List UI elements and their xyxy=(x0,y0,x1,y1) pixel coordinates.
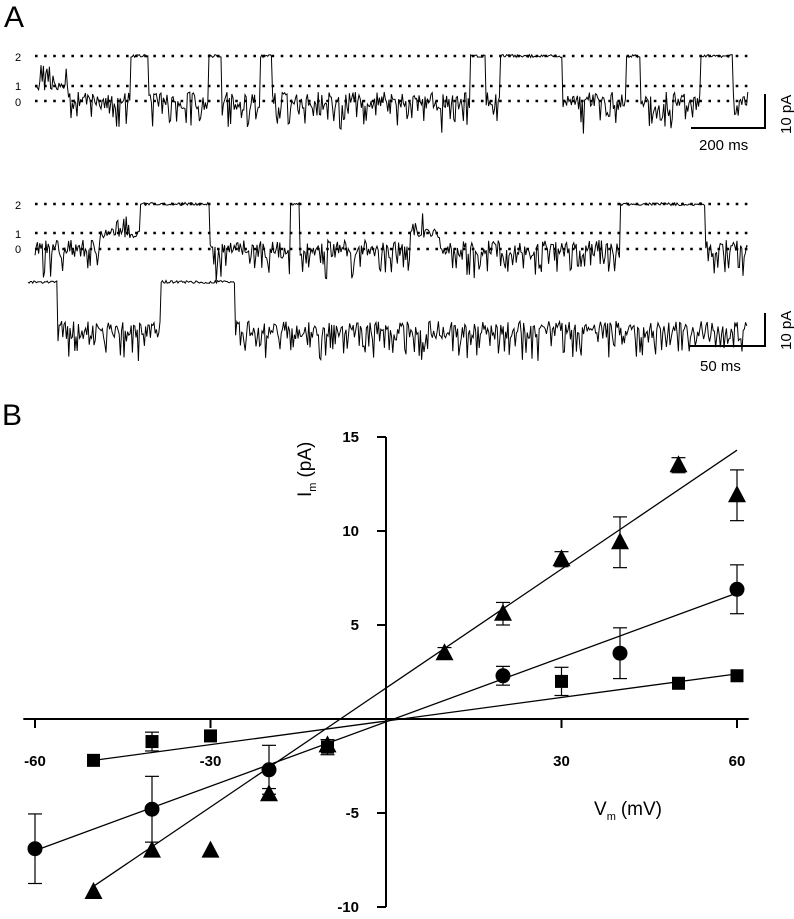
level-label-0-mid: 0 xyxy=(15,244,21,256)
x-tick-label: -30 xyxy=(200,753,222,770)
level-label-0-top: 0 xyxy=(15,97,21,109)
level-label-2-mid: 2 xyxy=(15,200,21,212)
circle-point xyxy=(144,801,160,817)
square-fit-line xyxy=(93,673,738,762)
y-axis-title-sub: m xyxy=(307,483,319,492)
circle-point xyxy=(729,581,745,597)
y-tick-label: -10 xyxy=(337,899,359,916)
trace-path xyxy=(27,279,748,362)
y-tick-label: 15 xyxy=(342,429,359,446)
y-axis-title: Im (pA) xyxy=(295,442,319,497)
y-axis-title-unit: (pA) xyxy=(295,442,316,478)
trace-path xyxy=(34,53,749,134)
square-point xyxy=(672,676,685,690)
panel-b-label: B xyxy=(2,399,22,432)
circle-point xyxy=(495,668,511,684)
y-tick-label: 10 xyxy=(342,523,359,540)
triangle-point xyxy=(728,485,746,503)
square-point xyxy=(145,735,159,749)
trace-path xyxy=(34,201,749,282)
x-axis-title: Vm (mV) xyxy=(594,799,662,823)
triangle-point xyxy=(435,643,454,661)
scalebar-current-top-label: 10 pA xyxy=(778,95,794,134)
level-label-2-top: 2 xyxy=(15,52,21,64)
triangle-point xyxy=(84,881,103,899)
x-axis-title-sub: m xyxy=(607,811,616,823)
single-channel-trace-mid xyxy=(34,201,749,282)
triangle-point xyxy=(494,603,512,621)
iv-chart: -60 -30 30 60 -10 -5 5 10 15 xyxy=(23,429,749,916)
square-point xyxy=(87,753,100,767)
x-tick-label: 60 xyxy=(729,753,746,770)
level-label-1-mid: 1 xyxy=(15,229,21,241)
triangle-fit-line xyxy=(93,449,738,887)
x-axis-title-main: V xyxy=(594,799,607,820)
single-channel-trace-bottom xyxy=(27,279,748,362)
square-point xyxy=(555,674,568,688)
circle-point xyxy=(27,841,43,857)
x-axis-title-unit: (mV) xyxy=(621,799,662,820)
x-tick-label: -60 xyxy=(24,753,46,770)
y-tick-label: 5 xyxy=(351,617,359,634)
circle-point xyxy=(612,645,628,661)
y-tick-label: -5 xyxy=(346,805,359,822)
y-axis-title-main: I xyxy=(295,492,316,497)
panel-a-label: A xyxy=(4,1,24,34)
single-channel-trace-top xyxy=(34,53,749,134)
square-point xyxy=(204,729,217,743)
triangle-point xyxy=(201,840,220,858)
triangle-point xyxy=(143,840,161,858)
x-tick-label: 30 xyxy=(553,753,570,770)
square-point xyxy=(321,740,334,754)
scalebar-time-bottom-label: 50 ms xyxy=(700,358,741,375)
square-point xyxy=(730,669,744,683)
triangle-point xyxy=(611,532,629,550)
scalebar-time-top-label: 200 ms xyxy=(699,137,748,154)
triangle-point xyxy=(552,549,571,567)
scalebar-current-bottom-label: 10 pA xyxy=(778,311,794,350)
triangle-point xyxy=(669,455,688,473)
level-label-1-top: 1 xyxy=(15,81,21,93)
circle-point xyxy=(261,762,277,778)
